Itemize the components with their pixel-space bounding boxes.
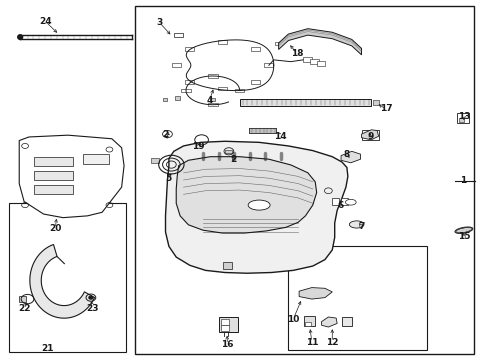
Text: 5: 5 (165, 174, 171, 183)
Bar (181, 89, 190, 92)
Ellipse shape (18, 35, 22, 40)
Bar (221, 325, 228, 331)
Ellipse shape (454, 227, 472, 234)
Bar (222, 262, 232, 269)
Bar (264, 63, 273, 67)
Polygon shape (19, 135, 124, 218)
Bar (340, 198, 347, 205)
Bar (250, 47, 259, 50)
Text: 24: 24 (39, 17, 52, 26)
Text: 1: 1 (459, 176, 465, 185)
Polygon shape (299, 288, 331, 299)
Bar (162, 98, 167, 101)
Bar (207, 103, 217, 107)
Polygon shape (361, 130, 378, 140)
Text: 3: 3 (156, 18, 162, 27)
Circle shape (89, 296, 93, 299)
Text: 2: 2 (230, 155, 236, 164)
Bar (219, 318, 237, 332)
Bar (218, 87, 226, 90)
Bar (316, 61, 325, 66)
Bar (288, 246, 427, 350)
Bar (225, 150, 232, 153)
Polygon shape (321, 317, 336, 327)
Ellipse shape (345, 199, 355, 205)
Bar (341, 317, 351, 326)
Text: 18: 18 (290, 49, 303, 58)
Bar (372, 100, 378, 105)
Polygon shape (30, 244, 94, 318)
Polygon shape (278, 29, 361, 55)
Text: 8: 8 (343, 150, 349, 159)
Bar (458, 118, 464, 122)
Bar (249, 129, 276, 134)
Text: 21: 21 (41, 344, 53, 353)
Bar (151, 158, 158, 163)
Text: 9: 9 (366, 132, 373, 141)
Bar (9, 203, 126, 352)
Bar (135, 6, 473, 354)
Polygon shape (165, 141, 347, 273)
Bar (303, 57, 311, 62)
Bar (186, 159, 193, 163)
Bar (218, 40, 226, 44)
Text: 22: 22 (18, 304, 30, 313)
Bar (309, 59, 318, 64)
Text: 7: 7 (358, 222, 364, 231)
Bar (234, 89, 244, 92)
Polygon shape (340, 151, 360, 163)
Text: 12: 12 (325, 338, 338, 347)
Bar (34, 185, 73, 194)
Text: 23: 23 (86, 304, 99, 313)
Text: 20: 20 (49, 224, 61, 233)
Bar (185, 80, 194, 84)
Bar (304, 316, 315, 326)
Bar (249, 129, 276, 134)
Text: 16: 16 (221, 340, 233, 349)
Text: 13: 13 (457, 112, 469, 121)
Bar (185, 47, 194, 50)
Ellipse shape (348, 221, 363, 228)
Bar (239, 99, 370, 106)
Bar (175, 96, 180, 100)
Bar (210, 98, 215, 101)
Text: 11: 11 (305, 338, 317, 347)
Bar (274, 41, 280, 45)
Bar (173, 33, 182, 37)
Text: 15: 15 (457, 232, 469, 241)
Bar (19, 296, 25, 302)
Text: 17: 17 (379, 104, 391, 113)
Bar (361, 130, 378, 140)
Bar (250, 80, 259, 84)
Text: 10: 10 (286, 315, 299, 324)
Bar (34, 157, 73, 166)
Bar (456, 113, 468, 123)
Bar (305, 322, 311, 325)
Text: 6: 6 (337, 201, 344, 210)
Bar (34, 171, 73, 180)
Bar (221, 319, 228, 324)
Bar (82, 154, 109, 164)
Polygon shape (176, 157, 316, 233)
Bar (331, 198, 338, 205)
Text: 2: 2 (162, 130, 168, 139)
Ellipse shape (247, 200, 269, 210)
Bar (171, 63, 180, 67)
Bar (207, 74, 217, 78)
Text: 4: 4 (206, 96, 212, 105)
Text: 19: 19 (192, 142, 204, 151)
Text: 14: 14 (274, 132, 286, 141)
